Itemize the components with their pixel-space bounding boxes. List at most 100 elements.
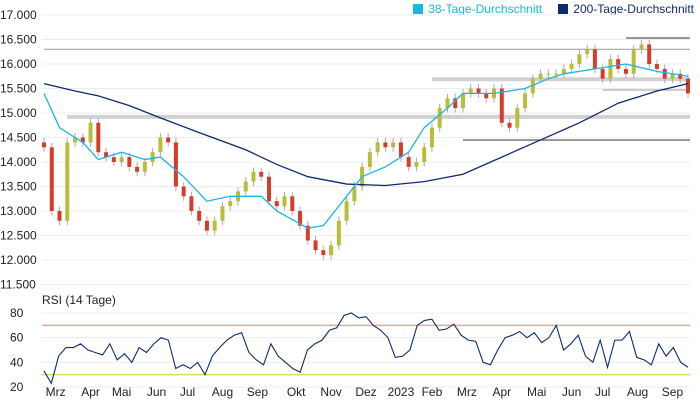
y-tick-label: 13.500: [0, 180, 37, 194]
candle: [414, 162, 419, 167]
candle: [631, 49, 636, 74]
candle: [49, 147, 54, 211]
candle: [383, 142, 388, 148]
candle: [422, 147, 427, 162]
candle: [639, 44, 644, 50]
candle: [662, 68, 667, 79]
candle: [344, 201, 349, 221]
candle: [73, 137, 78, 143]
x-tick-label: Aug: [212, 385, 233, 399]
candle: [523, 93, 528, 109]
candle: [173, 142, 178, 187]
candle: [654, 64, 659, 69]
y-tick-label: 15.500: [0, 82, 37, 96]
candle: [499, 88, 504, 123]
x-tick-label: Jun: [147, 385, 166, 399]
legend-label-ma200: 200-Tage-Durchschnitt: [573, 2, 694, 16]
candle: [321, 250, 326, 256]
candle: [197, 211, 202, 221]
candle: [96, 122, 101, 153]
x-tick-label: Mai: [112, 385, 131, 399]
candle: [468, 88, 473, 94]
x-tick-label: Jul: [595, 385, 610, 399]
x-tick-label: 2023: [388, 385, 415, 399]
candle: [538, 73, 543, 79]
candle: [251, 171, 256, 182]
candle: [585, 49, 590, 55]
rsi-title: RSI (14 Tage): [42, 293, 116, 307]
candle: [119, 157, 124, 162]
rsi-y-tick-label: 40: [10, 355, 24, 369]
legend-item-ma200: 200-Tage-Durchschnitt: [558, 2, 694, 16]
candle: [158, 137, 163, 153]
candle: [80, 137, 85, 143]
candle: [429, 127, 434, 148]
y-tick-label: 12.000: [0, 253, 37, 267]
candle: [616, 59, 621, 69]
candle: [204, 220, 209, 231]
candle: [298, 211, 303, 226]
candle: [336, 220, 341, 246]
candle: [111, 157, 116, 162]
candle: [686, 78, 690, 94]
candle: [608, 59, 613, 79]
x-tick-label: Mrz: [46, 385, 66, 399]
x-tick-label: Sep: [247, 385, 269, 399]
x-tick-label: Jun: [562, 385, 581, 399]
candle: [507, 122, 512, 128]
candle: [375, 142, 380, 153]
ma200-line: [43, 82, 689, 187]
x-tick-label: Apr: [81, 385, 100, 399]
candle: [546, 73, 551, 75]
candle: [453, 98, 458, 109]
candle: [367, 152, 372, 167]
x-tick-label: Okt: [287, 385, 306, 399]
x-tick-label: Nov: [320, 385, 341, 399]
y-tick-label: 14.500: [0, 131, 37, 145]
rsi-y-tick-label: 80: [10, 306, 24, 320]
candle: [561, 68, 566, 74]
candle: [127, 157, 132, 167]
y-tick-label: 14.000: [0, 155, 37, 169]
y-tick-label: 13.000: [0, 204, 37, 218]
candle: [678, 73, 683, 79]
x-tick-label: Aug: [627, 385, 648, 399]
candle: [647, 44, 652, 64]
candle: [670, 73, 675, 79]
rsi-line: [43, 312, 689, 385]
candle: [313, 240, 318, 251]
legend-swatch-ma38: [413, 4, 424, 14]
candle: [329, 245, 334, 256]
candle: [515, 108, 520, 128]
y-tick-label: 11.500: [0, 278, 36, 292]
candle: [398, 142, 403, 158]
candle: [577, 54, 582, 64]
x-tick-label: Apr: [492, 385, 511, 399]
rsi-y-tick-label: 20: [10, 380, 24, 394]
candle: [88, 122, 93, 143]
candle: [135, 166, 140, 172]
x-tick-label: Mrz: [457, 385, 477, 399]
candle: [220, 206, 225, 221]
candle: [445, 98, 450, 109]
candle: [592, 49, 597, 69]
legend-label-ma38: 38-Tage-Durchschnitt: [428, 2, 543, 16]
candle: [437, 108, 442, 128]
x-tick-label: Jul: [180, 385, 195, 399]
candle: [569, 64, 574, 69]
legend: 38-Tage-Durchschnitt 200-Tage-Durchschni…: [413, 2, 694, 16]
y-tick-label: 16.000: [0, 57, 37, 71]
candle: [228, 201, 233, 207]
x-tick-label: Feb: [422, 385, 443, 399]
legend-item-ma38: 38-Tage-Durchschnitt: [413, 2, 542, 16]
candle: [460, 93, 465, 109]
ma38-line: [43, 63, 689, 229]
candle: [104, 152, 109, 158]
candle: [212, 220, 217, 231]
y-tick-label: 12.500: [0, 229, 37, 243]
candle: [243, 181, 248, 192]
candle: [391, 142, 396, 148]
candle: [305, 225, 310, 241]
candle: [554, 73, 559, 75]
